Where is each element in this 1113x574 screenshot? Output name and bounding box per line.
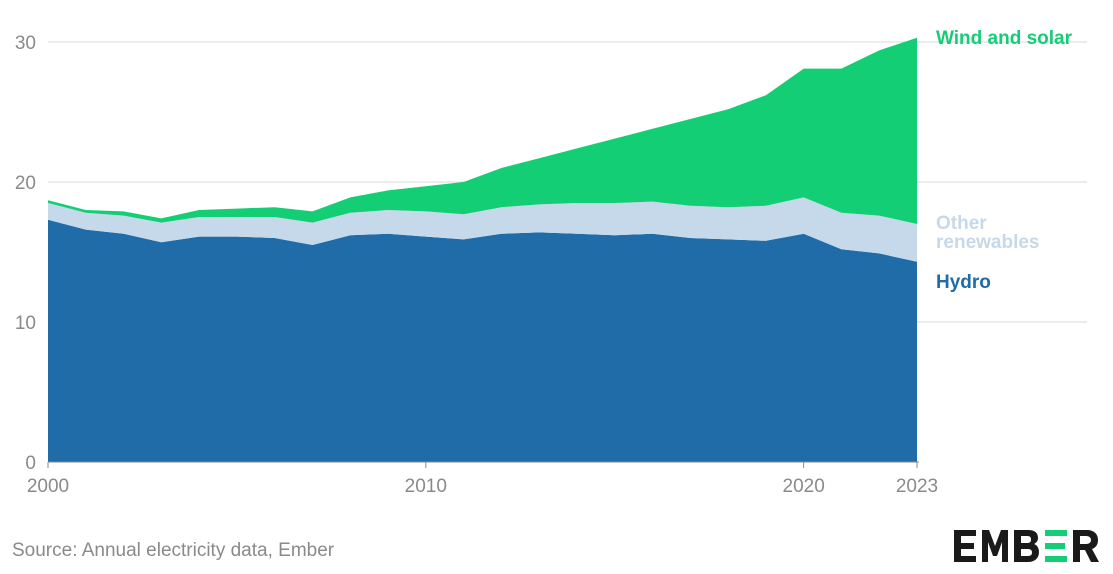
series-labels: Wind and solar Other renewables Hydro	[936, 28, 1073, 293]
chart: 2000 2010 2020 2023 0 10 20 30 Wind and solar O…	[15, 28, 1087, 497]
y-tick-label: 10	[15, 313, 36, 334]
series-label-other-renewables: Other renewables	[936, 213, 1040, 253]
series-label-wind-and-solar: Wind and solar	[936, 28, 1073, 49]
source-note: Source: Annual electricity data, Ember	[12, 540, 335, 561]
area-wind-and-solar	[48, 37, 917, 224]
y-axis-ticks: 0 10 20 30	[15, 33, 36, 474]
x-axis-ticks: 2000 2010 2020 2023	[27, 462, 938, 497]
series-label-hydro: Hydro	[936, 272, 991, 293]
x-tick-label: 2020	[783, 476, 825, 497]
x-tick-label: 2000	[27, 476, 69, 497]
ember-logo-icon	[954, 530, 1099, 562]
y-tick-label: 0	[25, 453, 36, 474]
areas	[48, 37, 917, 462]
area-other-renewables	[48, 197, 917, 262]
y-tick-label: 20	[15, 173, 36, 194]
area-hydro	[48, 219, 917, 462]
x-tick-label: 2010	[405, 476, 447, 497]
x-tick-label: 2023	[896, 476, 938, 497]
y-tick-label: 30	[15, 33, 36, 54]
